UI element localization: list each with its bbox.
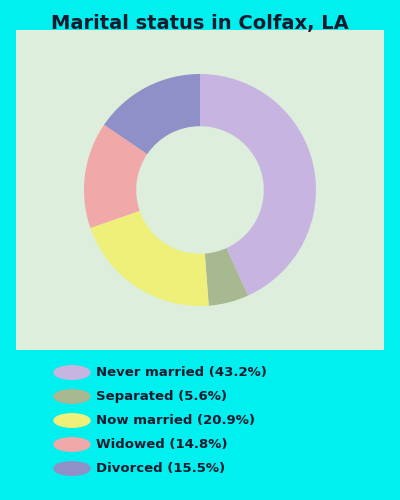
- Text: Never married (43.2%): Never married (43.2%): [96, 366, 267, 379]
- Wedge shape: [84, 125, 147, 228]
- Circle shape: [54, 438, 90, 451]
- Circle shape: [54, 390, 90, 403]
- Text: Now married (20.9%): Now married (20.9%): [96, 414, 255, 427]
- Text: Marital status in Colfax, LA: Marital status in Colfax, LA: [51, 14, 349, 33]
- Wedge shape: [104, 74, 200, 154]
- Circle shape: [54, 366, 90, 379]
- Wedge shape: [90, 211, 209, 306]
- Circle shape: [54, 414, 90, 427]
- Circle shape: [54, 462, 90, 475]
- Text: Divorced (15.5%): Divorced (15.5%): [96, 462, 225, 475]
- FancyBboxPatch shape: [9, 24, 391, 356]
- Wedge shape: [205, 248, 248, 306]
- Text: Separated (5.6%): Separated (5.6%): [96, 390, 227, 403]
- Wedge shape: [200, 74, 316, 296]
- Text: Widowed (14.8%): Widowed (14.8%): [96, 438, 228, 451]
